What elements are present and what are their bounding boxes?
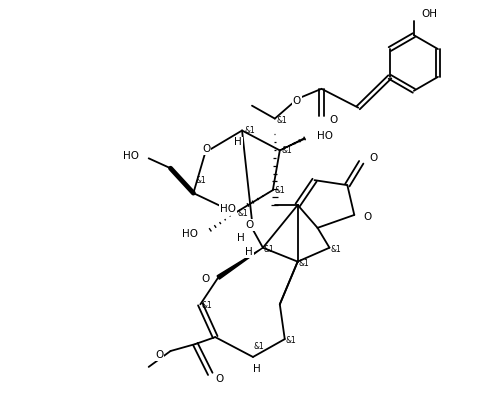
Text: H: H xyxy=(234,137,242,148)
Text: H: H xyxy=(253,364,261,374)
Text: &1: &1 xyxy=(330,245,341,254)
Text: O: O xyxy=(369,153,378,163)
Text: HO: HO xyxy=(182,229,198,239)
Text: &1: &1 xyxy=(202,301,212,310)
Text: OH: OH xyxy=(422,9,438,19)
Text: &1: &1 xyxy=(298,259,310,268)
Text: O: O xyxy=(246,220,254,230)
Text: O: O xyxy=(330,115,338,125)
Text: &1: &1 xyxy=(196,176,206,185)
Text: O: O xyxy=(156,350,164,360)
Text: &1: &1 xyxy=(254,342,264,351)
Text: H: H xyxy=(245,247,253,257)
Text: &1: &1 xyxy=(264,245,274,254)
Text: HO: HO xyxy=(123,151,139,162)
Text: O: O xyxy=(202,144,210,155)
Text: &1: &1 xyxy=(286,336,296,345)
Text: &1: &1 xyxy=(277,115,287,125)
Text: O: O xyxy=(215,374,224,384)
Text: H: H xyxy=(237,233,245,243)
Text: &1: &1 xyxy=(275,186,285,195)
Text: O: O xyxy=(201,275,209,284)
Text: &1: &1 xyxy=(282,146,292,155)
Text: O: O xyxy=(363,212,372,222)
Text: HO: HO xyxy=(220,204,236,214)
Text: HO: HO xyxy=(316,132,332,141)
Text: O: O xyxy=(292,96,301,106)
Polygon shape xyxy=(217,248,263,279)
Text: &1: &1 xyxy=(244,127,255,136)
Text: &1: &1 xyxy=(237,209,248,218)
Polygon shape xyxy=(280,138,305,150)
